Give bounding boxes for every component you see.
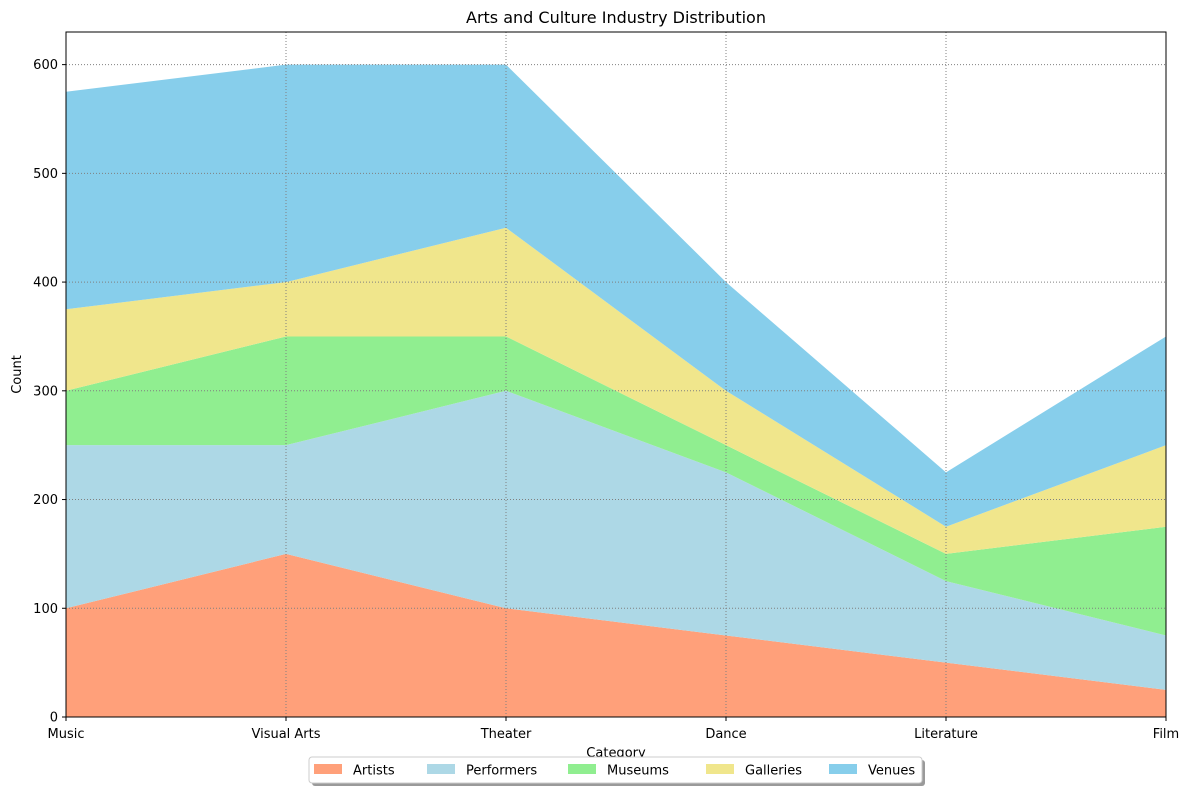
legend: Artists Performers Museums Galleries Venues [308,756,925,786]
legend-swatch-venues [829,764,857,774]
area-venues [66,64,1166,527]
legend-swatch-artists [314,764,342,774]
y-axis-ticks: 0 100 200 300 400 500 600 [33,58,66,726]
legend-swatch-performers [427,764,455,774]
x-tick-label: Dance [705,727,746,742]
x-tick-label: Literature [914,727,978,742]
legend-label-artists: Artists [353,764,395,779]
legend-label-performers: Performers [466,764,537,779]
legend-label-museums: Museums [607,764,669,779]
area-performers [66,390,1166,690]
chart-title: Arts and Culture Industry Distribution [466,8,766,27]
legend-swatch-museums [568,764,596,774]
y-tick-label: 300 [33,384,58,399]
area-museums [66,336,1166,636]
y-tick-label: 500 [33,167,58,182]
legend-box [308,756,923,784]
grid-lines [66,32,1166,717]
y-tick-label: 400 [33,276,58,291]
area-artists [66,553,1166,717]
legend-label-venues: Venues [868,764,915,779]
legend-swatch-galleries [706,764,734,774]
plot-frame [65,31,1167,718]
x-tick-label: Visual Arts [251,727,320,742]
x-axis-ticks: Music Visual Arts Theater Dance Literature Fi… [48,717,1179,742]
y-axis-label: Count [10,355,25,394]
y-tick-label: 0 [50,711,58,726]
stacked-areas [66,64,1166,717]
x-tick-label: Music [48,727,85,742]
y-tick-label: 600 [33,58,58,73]
y-tick-label: 200 [33,493,58,508]
legend-label-galleries: Galleries [745,764,802,779]
x-tick-label: Theater [480,727,532,742]
x-tick-label: Film [1153,727,1179,742]
y-tick-label: 100 [33,602,58,617]
